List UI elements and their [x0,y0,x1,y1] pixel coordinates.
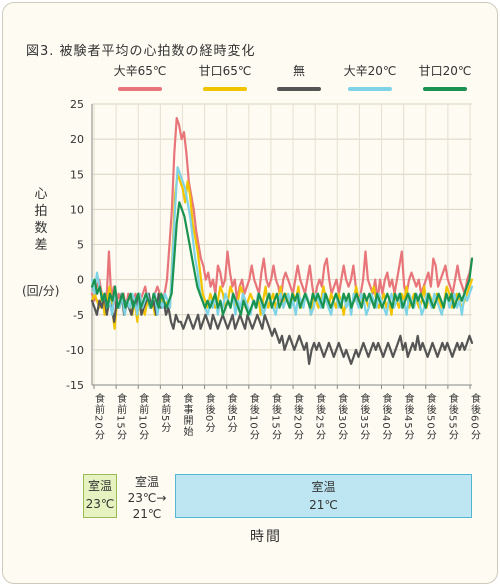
y-tick-label: 20 [70,133,84,146]
series-line-4 [90,201,474,316]
y-tick-label: 5 [77,239,84,252]
y-label-char: 拍 [34,204,48,219]
y-label-char: 心 [34,187,48,202]
legend-swatch [118,87,162,91]
x-tick-label: 食後25分 [314,392,326,441]
y-tick-label: 10 [70,203,84,216]
x-tick-label: 食前20分 [93,392,105,441]
x-tick-label: 食後5分 [225,392,237,434]
figure-title: 図3. 被験者平均の心拍数の経時変化 [26,44,256,59]
legend-swatch [277,87,321,91]
legend-label: 大辛65℃ [113,64,167,78]
x-tick-label: 食後0分 [203,392,215,434]
room-temp-box-23: 室温 23℃ [83,474,117,518]
series-line-2 [90,292,474,365]
room-temp: 23℃ [85,497,115,511]
x-tick-label: 食事開始 [181,392,193,437]
room-temp: 21℃ [309,498,338,512]
room-temp-transition: 室温 23℃→ 21℃ [120,474,174,528]
room-label: 室温 [134,475,159,489]
legend-label: 無 [292,64,305,78]
legend-swatch [348,87,392,91]
room-temp: 21℃ [132,507,162,521]
legend-item-amakuchi20: 甘口20℃ [410,62,480,91]
y-tick-label: -10 [66,344,84,357]
room-temp: 23℃→ [127,491,167,505]
legend-item-ookara20: 大辛20℃ [335,62,405,91]
legend-label: 甘口20℃ [418,64,472,78]
x-axis-title: 時間 [250,529,282,545]
legend-swatch [203,87,247,91]
x-tick-label: 食後10分 [247,392,259,441]
room-temp-box-21: 室温 21℃ [175,474,472,518]
y-tick-label: -15 [66,379,84,392]
y-tick-label: 25 [70,98,84,111]
x-tick-label: 食後35分 [358,392,370,441]
x-tick-label: 食後40分 [380,392,392,441]
y-tick-label: 0 [77,274,84,287]
x-tick-label: 食後50分 [424,392,436,441]
x-tick-label: 食後60分 [469,392,481,441]
legend-item-amakuchi65: 甘口65℃ [190,62,260,91]
y-axis-unit: (回/分) [22,284,60,298]
legend-swatch [423,87,467,91]
x-tick-label: 食後55分 [446,392,458,441]
x-tick-label: 食後30分 [336,392,348,441]
legend-item-none: 無 [264,62,334,91]
y-label-char: 数 [34,221,48,236]
x-tick-label: 食前5分 [159,392,171,434]
x-tick-label: 食前10分 [137,392,149,441]
room-label: 室温 [87,479,112,493]
legend-item-ookara65: 大辛65℃ [105,62,175,91]
x-tick-label: 食前15分 [115,392,127,441]
x-tick-label: 食後45分 [402,392,414,441]
legend-label: 甘口65℃ [198,64,252,78]
room-label: 室温 [311,480,336,494]
legend-label: 大辛20℃ [343,64,397,78]
y-tick-label: -5 [73,309,84,322]
y-tick-label: 15 [70,168,84,181]
y-axis-label: 心 拍 数 差 [32,186,50,254]
y-label-char: 差 [34,238,48,253]
chart-legend: 大辛65℃ 甘口65℃ 無 大辛20℃ 甘口20℃ [0,62,500,102]
x-tick-label: 食後15分 [269,392,281,441]
x-tick-label: 食後20分 [292,392,304,441]
